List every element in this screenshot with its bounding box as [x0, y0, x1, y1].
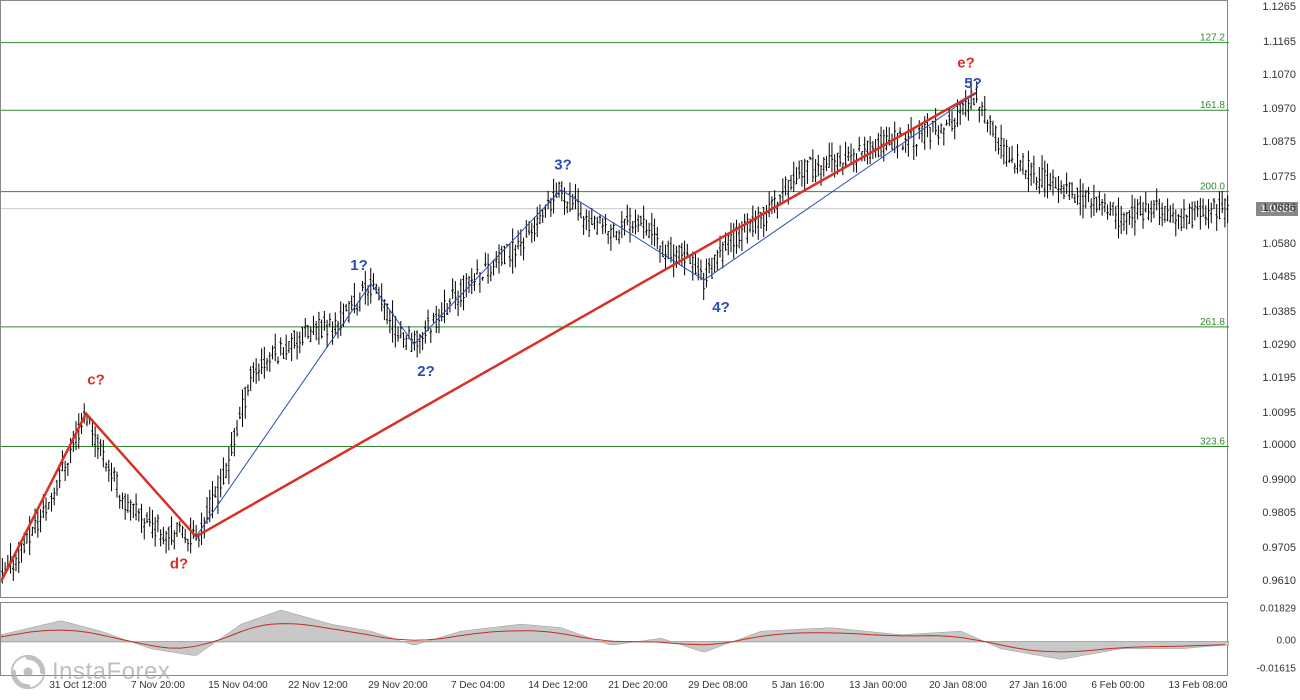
svg-text:200.0: 200.0	[1200, 182, 1225, 193]
watermark-text: InstaForex	[52, 658, 170, 686]
price-chart-svg: 127.2 161.8 200.0 261.8 323.6 c? d? e? 1? 2? 3? 4? 5…	[1, 1, 1229, 599]
y-tick: 1.1070	[1262, 69, 1296, 81]
y-tick: 0.9805	[1262, 507, 1296, 519]
x-tick: 5 Jan 16:00	[772, 680, 824, 691]
y-tick: 1.0000	[1262, 439, 1296, 451]
price-y-axis: 0.9610 0.9705 0.9805 0.9900 1.0000 1.0095 1.01…	[1229, 0, 1300, 598]
svg-text:5?: 5?	[964, 75, 982, 92]
indicator-y-axis: -0.01615 0.00 0.01829	[1229, 602, 1300, 676]
x-tick: 13 Feb 08:00	[1169, 680, 1228, 691]
forex-chart-container: 127.2 161.8 200.0 261.8 323.6 c? d? e? 1? 2? 3? 4? 5…	[0, 0, 1300, 700]
y-tick: 1.1165	[1263, 36, 1296, 48]
y-tick: 1.0485	[1262, 271, 1296, 283]
y-tick: 1.0290	[1262, 339, 1296, 351]
watermark-logo: InstaForex	[10, 654, 170, 690]
svg-text:c?: c?	[87, 372, 105, 389]
y-tick: 1.1265	[1262, 1, 1296, 13]
svg-text:e?: e?	[957, 54, 975, 71]
x-tick: 14 Dec 12:00	[528, 680, 588, 691]
svg-text:3?: 3?	[554, 157, 572, 174]
y-tick: 1.0875	[1262, 136, 1296, 148]
x-tick: 22 Nov 12:00	[288, 680, 348, 691]
svg-text:323.6: 323.6	[1200, 436, 1225, 447]
y-tick: 1.0195	[1262, 372, 1296, 384]
y-tick: 0.9900	[1262, 474, 1296, 486]
svg-text:4?: 4?	[712, 299, 730, 316]
svg-text:161.8: 161.8	[1200, 100, 1225, 111]
y-tick: 1.0385	[1262, 306, 1296, 318]
x-tick: 7 Dec 04:00	[451, 680, 505, 691]
x-tick: 21 Dec 20:00	[608, 680, 668, 691]
instaforex-icon	[10, 654, 46, 690]
svg-text:d?: d?	[170, 555, 188, 572]
time-x-axis: 31 Oct 12:007 Nov 20:0015 Nov 04:0022 No…	[0, 678, 1228, 700]
svg-text:261.8: 261.8	[1200, 317, 1225, 328]
y-tick: 1.0686	[1262, 202, 1296, 214]
main-price-chart[interactable]: 127.2 161.8 200.0 261.8 323.6 c? d? e? 1? 2? 3? 4? 5…	[0, 0, 1228, 598]
x-tick: 27 Jan 16:00	[1009, 680, 1067, 691]
svg-text:127.2: 127.2	[1200, 33, 1225, 44]
x-tick: 20 Jan 08:00	[929, 680, 987, 691]
indicator-y-tick: 0.00	[1277, 635, 1296, 646]
x-tick: 15 Nov 04:00	[208, 680, 268, 691]
x-tick: 6 Feb 00:00	[1091, 680, 1144, 691]
indicator-y-tick: 0.01829	[1260, 603, 1296, 614]
y-tick: 0.9705	[1262, 542, 1296, 554]
y-tick: 1.0580	[1262, 238, 1296, 250]
indicator-y-tick: -0.01615	[1257, 664, 1296, 675]
y-tick: 0.9610	[1262, 575, 1296, 587]
x-tick: 13 Jan 00:00	[849, 680, 907, 691]
y-tick: 1.0970	[1262, 103, 1296, 115]
y-tick: 1.0775	[1262, 171, 1296, 183]
svg-text:2?: 2?	[417, 363, 435, 380]
x-tick: 29 Dec 08:00	[688, 680, 748, 691]
indicator-svg	[1, 603, 1229, 677]
x-tick: 29 Nov 20:00	[368, 680, 428, 691]
macd-indicator-chart[interactable]	[0, 602, 1228, 676]
svg-text:1?: 1?	[350, 257, 368, 274]
y-tick: 1.0095	[1262, 407, 1296, 419]
